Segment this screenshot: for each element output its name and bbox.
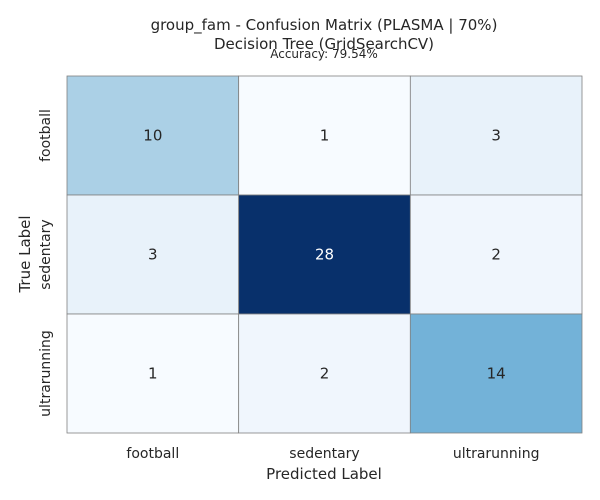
- chart-title-line1: group_fam - Confusion Matrix (PLASMA | 7…: [150, 16, 498, 34]
- heatmap-cell-value-1-2: 2: [491, 246, 501, 264]
- y-tick-labels: football sedentary ultrarunning: [38, 109, 54, 417]
- heatmap-cell-value-2-1: 2: [320, 365, 330, 383]
- x-tick-label-ultrarunning: ultrarunning: [453, 446, 540, 462]
- heatmap-cell-value-1-0: 3: [148, 246, 158, 264]
- x-tick-label-football: football: [126, 446, 179, 462]
- y-tick-label-sedentary: sedentary: [38, 219, 54, 289]
- heatmap-cell-2-2: [409, 313, 583, 434]
- x-tick-labels: football sedentary ultrarunning: [126, 446, 539, 462]
- heatmap-cell-1-2: [409, 194, 583, 315]
- y-tick-label-ultrarunning: ultrarunning: [38, 330, 54, 417]
- heatmap-cell-value-0-2: 3: [491, 127, 501, 145]
- heatmap-cell-0-0: [66, 75, 240, 196]
- x-tick-label-sedentary: sedentary: [289, 446, 359, 462]
- heatmap-cell-value-2-2: 14: [487, 365, 506, 383]
- x-axis-label: Predicted Label: [266, 465, 382, 483]
- heatmap-cell-value-1-1: 28: [315, 246, 334, 264]
- chart-subtitle: Accuracy: 79.54%: [270, 47, 378, 61]
- y-axis-label: True Label: [16, 215, 34, 293]
- heatmap-cell-value-0-0: 10: [143, 127, 162, 145]
- chart-title-line2: Decision Tree (GridSearchCV): [213, 35, 435, 53]
- heatmap-cell-0-1: [238, 75, 411, 196]
- heatmap-cell-1-1: [238, 194, 411, 315]
- heatmap-cell-0-2: [409, 75, 583, 196]
- heatmap-cell-1-0: [66, 194, 240, 315]
- heatmap-cell-value-0-1: 1: [320, 127, 330, 145]
- heatmap-cell-2-0: [66, 313, 240, 434]
- heatmap-cells: 10 1 3 3 28 2 1 2 14: [66, 75, 583, 434]
- y-tick-label-football: football: [38, 109, 54, 162]
- heatmap-cell-value-2-0: 1: [148, 365, 158, 383]
